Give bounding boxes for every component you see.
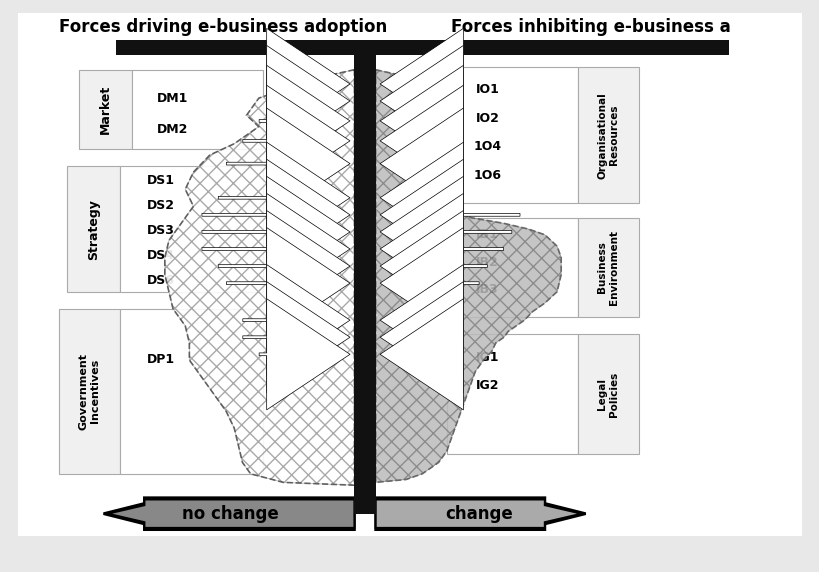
Text: DS3: DS3: [147, 224, 174, 237]
Text: 1O4: 1O4: [473, 140, 501, 153]
Text: IB2: IB2: [476, 256, 499, 269]
Text: DS4: DS4: [147, 249, 174, 263]
FancyBboxPatch shape: [66, 166, 120, 292]
FancyBboxPatch shape: [354, 54, 375, 514]
Polygon shape: [375, 499, 581, 528]
Text: Organisational
Resources: Organisational Resources: [597, 92, 618, 178]
Text: IG1: IG1: [475, 351, 499, 364]
Text: Business
Environment: Business Environment: [597, 230, 618, 305]
Text: IG2: IG2: [475, 379, 499, 392]
FancyBboxPatch shape: [446, 67, 577, 204]
Text: Strategy: Strategy: [87, 198, 100, 260]
Text: Forces driving e-business adoption: Forces driving e-business adoption: [58, 18, 387, 36]
FancyBboxPatch shape: [446, 335, 577, 454]
FancyBboxPatch shape: [79, 70, 132, 149]
Text: IB1: IB1: [476, 228, 499, 241]
Text: change: change: [445, 505, 513, 523]
Text: DS2: DS2: [147, 199, 174, 212]
Text: IB3: IB3: [476, 283, 498, 296]
FancyBboxPatch shape: [577, 67, 638, 204]
Text: Market: Market: [99, 85, 112, 134]
FancyBboxPatch shape: [120, 166, 263, 292]
FancyBboxPatch shape: [120, 309, 263, 474]
FancyBboxPatch shape: [446, 218, 577, 317]
Text: Forces inhibiting e-business a: Forces inhibiting e-business a: [450, 18, 730, 36]
FancyBboxPatch shape: [577, 218, 638, 317]
Text: 1O6: 1O6: [473, 169, 501, 181]
Polygon shape: [107, 499, 354, 528]
Text: Government
Incentives: Government Incentives: [79, 353, 100, 430]
Text: DP1: DP1: [147, 353, 174, 367]
Text: no change: no change: [182, 505, 278, 523]
FancyBboxPatch shape: [132, 70, 263, 149]
FancyBboxPatch shape: [58, 309, 120, 474]
Text: Legal
Policies: Legal Policies: [597, 372, 618, 417]
Text: IO1: IO1: [475, 83, 499, 96]
Polygon shape: [375, 70, 560, 482]
Text: DS6: DS6: [147, 275, 174, 287]
Text: DM2: DM2: [157, 123, 188, 136]
Text: DM1: DM1: [157, 92, 188, 105]
FancyBboxPatch shape: [115, 39, 728, 55]
FancyBboxPatch shape: [577, 335, 638, 454]
Text: DS1: DS1: [147, 174, 174, 187]
Polygon shape: [165, 70, 354, 485]
FancyBboxPatch shape: [18, 13, 801, 537]
Text: IO2: IO2: [475, 112, 499, 125]
